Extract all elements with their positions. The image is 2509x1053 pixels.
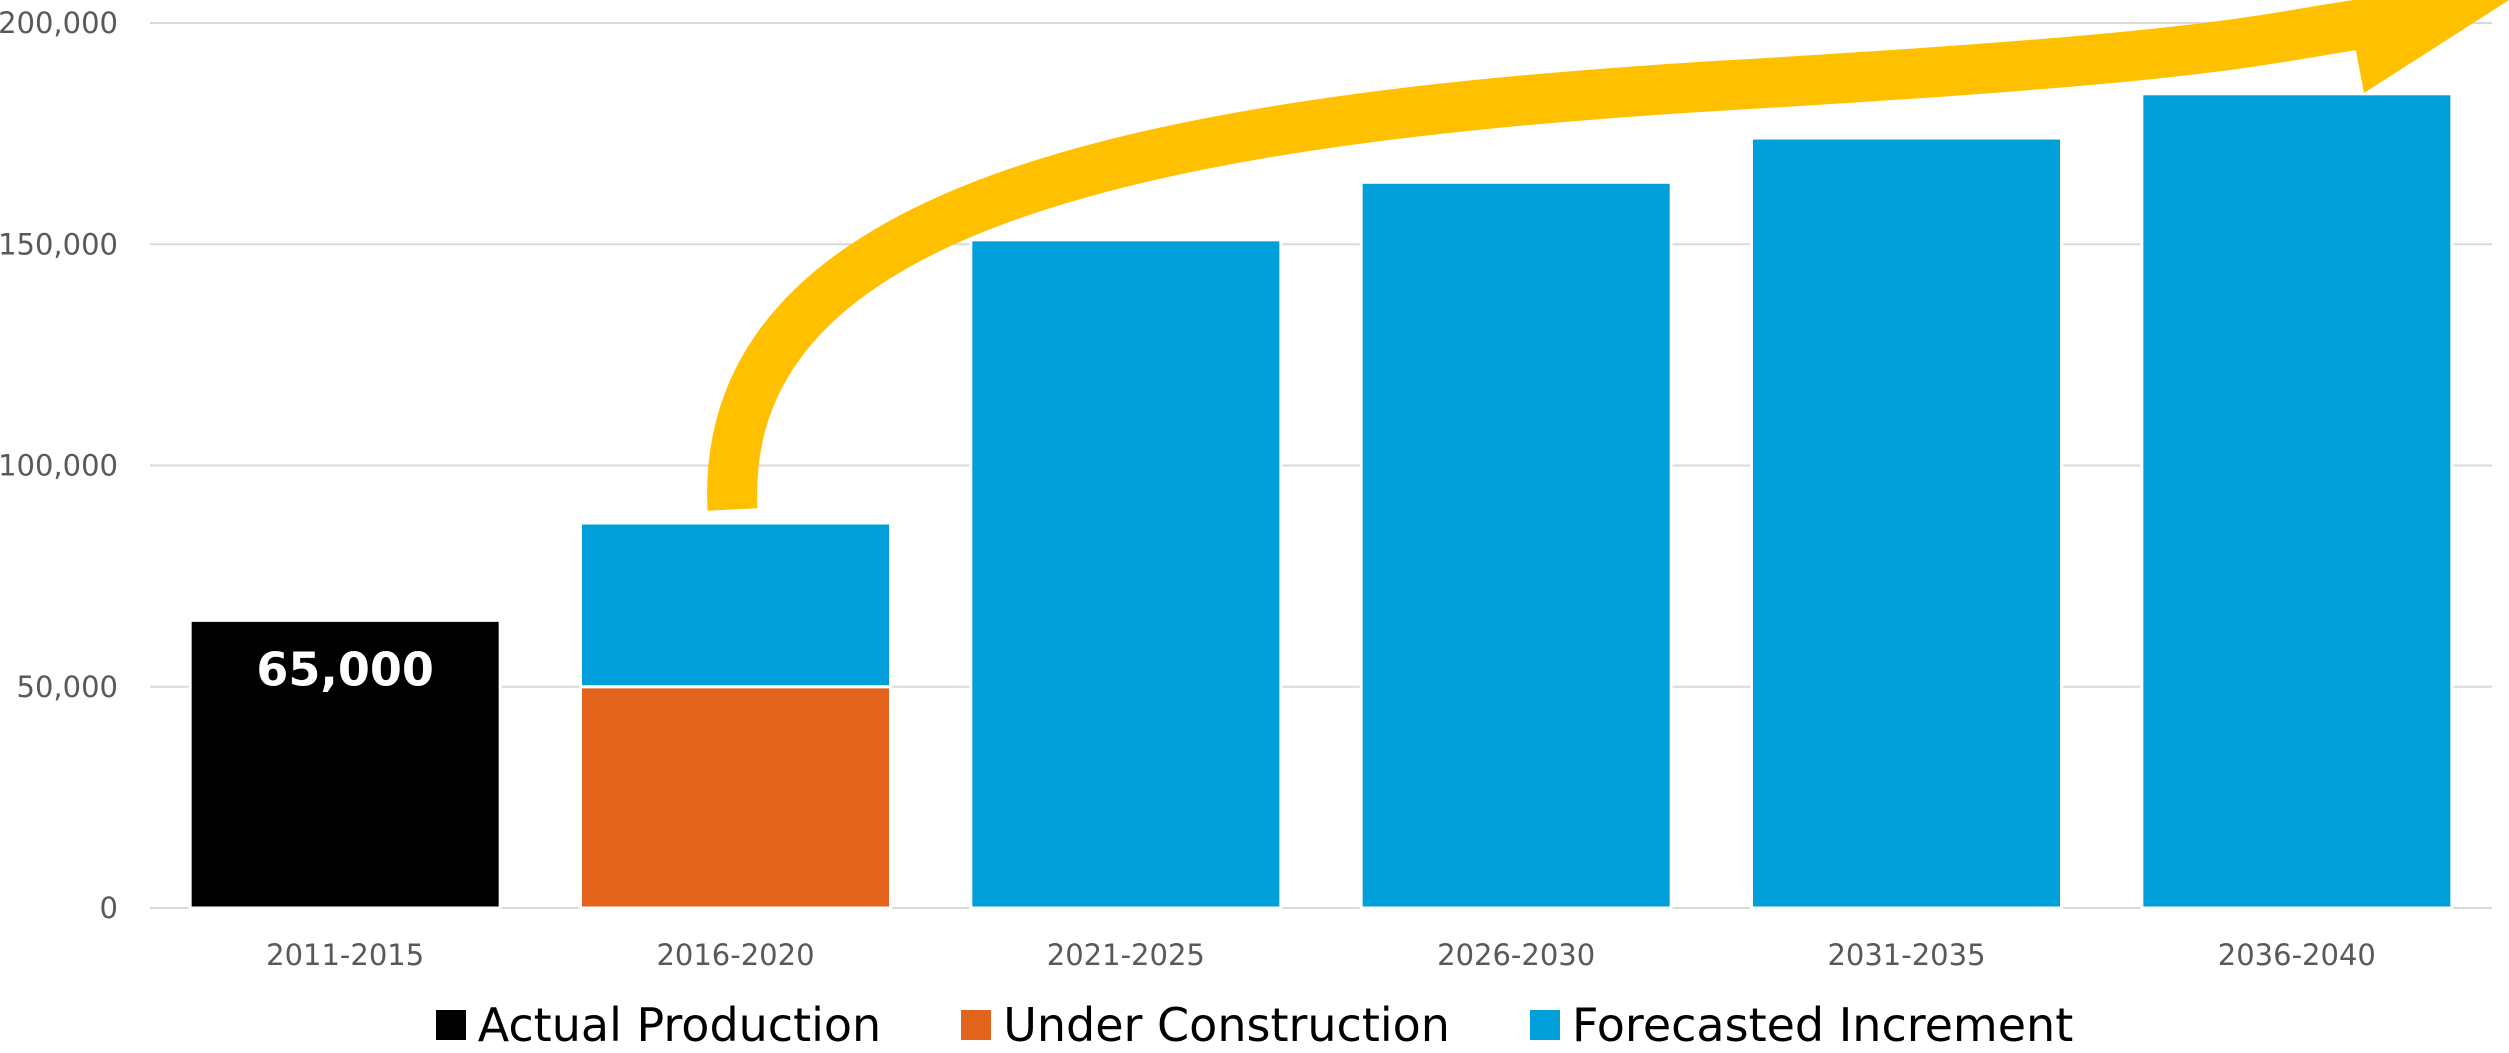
x-tick-label: 2021-2025 (1047, 938, 1205, 972)
bar-forecasted-increment-2021-2025 (969, 238, 1283, 910)
growth-arrow-head (2352, 0, 2509, 93)
chart: 0 50,000 100,000 150,000 200,000 2011-2015 201… (0, 0, 2509, 972)
y-tick-label: 100,000 (0, 449, 118, 483)
labels: 0 50,000 100,000 150,000 200,000 2011-2015 201… (0, 6, 2376, 972)
bar-forecasted-increment-2026-2030 (1359, 180, 1673, 910)
x-tick-label: 2036-2040 (2218, 938, 2376, 972)
legend-label-under-construction: Under Construction (1003, 998, 1450, 1052)
bar-forecasted-increment-2031-2035 (1750, 136, 2063, 910)
legend: Actual Production Under Construction For… (0, 998, 2509, 1052)
legend-swatch-forecasted-increment (1529, 1010, 1560, 1040)
legend-swatch-under-construction (961, 1010, 992, 1040)
x-tick-label: 2011-2015 (266, 938, 424, 972)
legend-item-forecasted-increment: Forecasted Increment (1529, 998, 2074, 1052)
bar-actual-production-2011-2015 (188, 618, 502, 910)
x-tick-label: 2016-2020 (656, 938, 814, 972)
legend-item-under-construction: Under Construction (961, 998, 1450, 1052)
legend-label-forecasted-increment: Forecasted Increment (1571, 998, 2074, 1052)
x-tick-label: 2031-2035 (1827, 938, 1985, 972)
bar-forecasted-increment-2036-2040 (2140, 92, 2454, 910)
growth-arrow (707, 0, 2509, 511)
legend-swatch-actual-production (435, 1010, 466, 1040)
y-tick-label: 150,000 (0, 227, 118, 261)
x-tick-label: 2026-2030 (1437, 938, 1595, 972)
data-label-2011-2015: 65,000 (256, 642, 434, 696)
bar-forecasted-increment-2016-2020 (579, 521, 892, 689)
bars (188, 92, 2454, 910)
y-tick-label: 0 (100, 891, 118, 925)
legend-item-actual-production: Actual Production (435, 998, 882, 1052)
legend-label-actual-production: Actual Production (477, 998, 882, 1052)
y-tick-label: 200,000 (0, 6, 118, 40)
bar-under-construction-2016-2020 (579, 685, 892, 910)
gridlines (150, 22, 2492, 909)
y-tick-label: 50,000 (17, 670, 118, 704)
growth-arrow-shaft (707, 0, 2443, 511)
